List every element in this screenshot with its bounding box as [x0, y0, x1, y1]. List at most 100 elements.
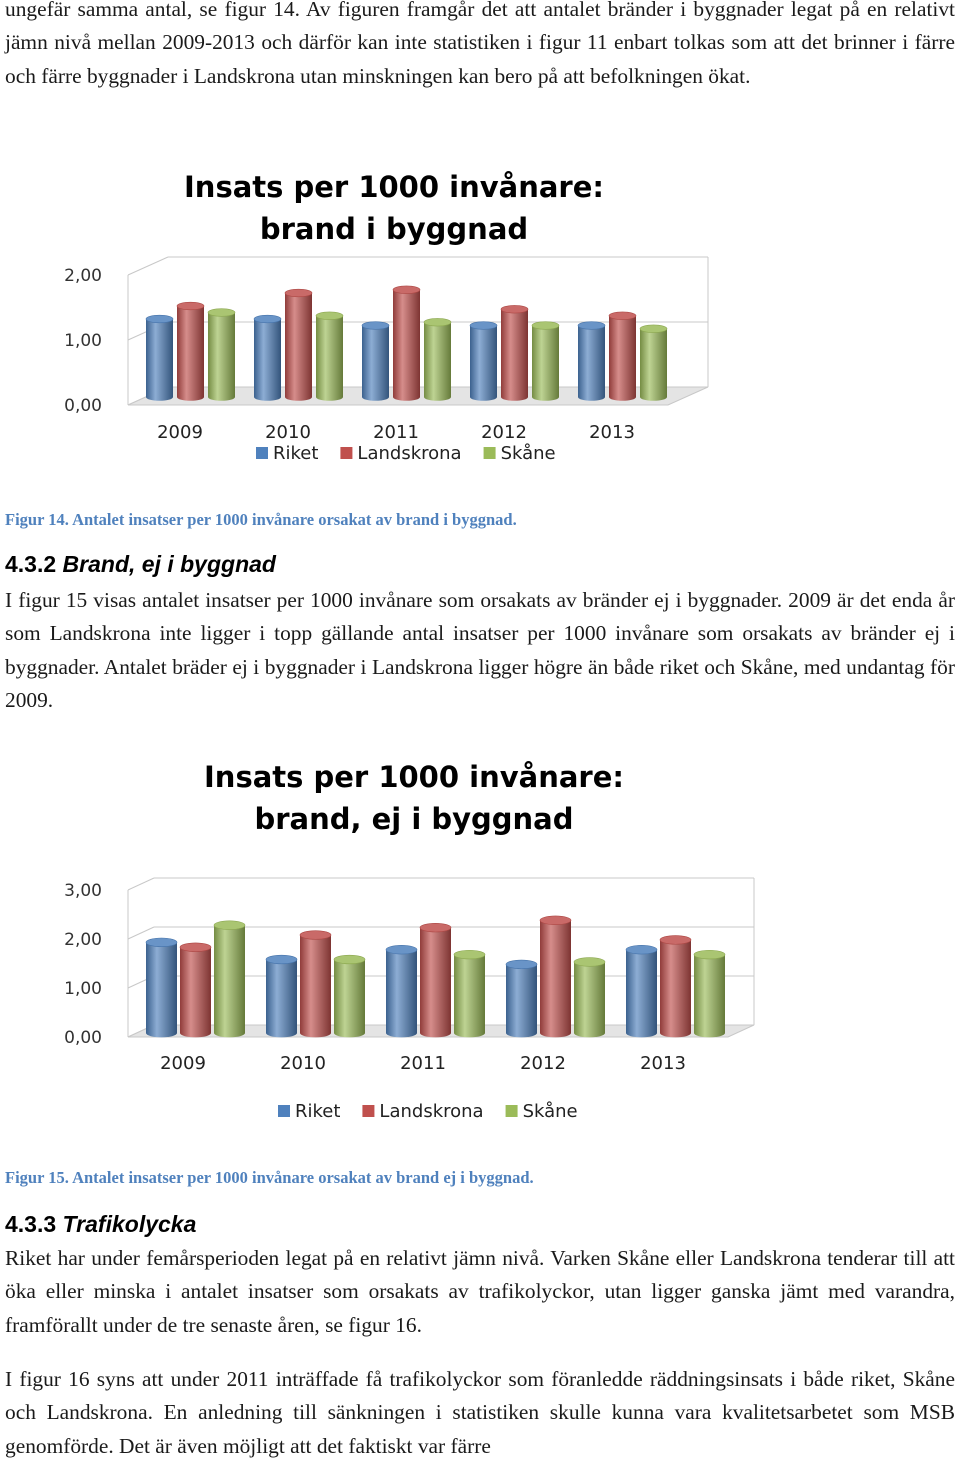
- y-tick-label: 2,00: [64, 930, 102, 950]
- bar-top: [423, 318, 452, 327]
- bar-landskrona-2010: [300, 935, 331, 1038]
- x-tick-label: 2013: [640, 1053, 686, 1074]
- bar-landskrona-2010: [285, 293, 312, 401]
- bar-top: [284, 288, 313, 298]
- x-tick-label: 2011: [400, 1053, 446, 1074]
- bar-riket-2010: [254, 319, 281, 401]
- bar-riket-2012: [506, 964, 537, 1038]
- bar-skåne-2011: [424, 322, 451, 401]
- legend-swatch-skåne: [505, 1105, 518, 1117]
- section-number: 4.3.3: [5, 1211, 57, 1237]
- x-tick-label: 2013: [589, 422, 635, 443]
- chart-brand-i-byggnad-svg: Insats per 1000 invånare: brand i byggnad…: [64, 170, 709, 464]
- bar-top: [505, 959, 538, 970]
- x-tick-label: 2009: [157, 422, 203, 443]
- bar-top: [573, 957, 606, 967]
- bar-landskrona-2013: [609, 315, 636, 401]
- bar-top: [265, 954, 298, 965]
- bar-top: [176, 301, 205, 311]
- bar-landskrona-2013: [659, 939, 691, 1038]
- legend-label-riket: Riket: [295, 1101, 340, 1122]
- x-tick-label: 2012: [520, 1053, 566, 1074]
- section-4-3-2-paragraph: I figur 15 visas antalet insatser per 10…: [5, 588, 955, 713]
- legend-swatch-skåne: [483, 447, 496, 459]
- legend-label-skåne: Skåne: [523, 1101, 578, 1122]
- section-title: Brand, ej i byggnad: [62, 551, 276, 577]
- chart-subtitle: brand i byggnad: [260, 212, 528, 246]
- bar-top: [500, 305, 529, 314]
- bar-riket-2009: [146, 942, 177, 1038]
- bar-top: [659, 935, 692, 945]
- chart-title: Insats per 1000 invånare:: [184, 170, 604, 204]
- y-tick-label: 1,00: [64, 979, 102, 999]
- bar-top: [392, 285, 421, 294]
- legend-swatch-landskrona: [362, 1105, 375, 1117]
- bar-skåne-2013: [694, 954, 725, 1038]
- bar-top: [299, 930, 332, 940]
- section-4-3-3-paragraph-1: Riket har under femårsperioden legat på …: [5, 1246, 955, 1337]
- legend-swatch-landskrona: [340, 447, 353, 459]
- bar-riket-2013: [626, 949, 657, 1038]
- bar-landskrona-2009: [177, 306, 204, 401]
- x-tick-label: 2011: [373, 422, 419, 443]
- y-tick-label: 3,00: [64, 881, 102, 901]
- bar-top: [608, 311, 637, 320]
- bar-skåne-2009: [214, 925, 245, 1038]
- section-heading-4-3-3: 4.3.3 Trafikolycka: [5, 1211, 196, 1238]
- section-title: Trafikolycka: [62, 1211, 197, 1237]
- x-tick-label: 2010: [265, 422, 311, 443]
- bar-top: [333, 954, 366, 965]
- y-tick-label: 0,00: [64, 396, 102, 416]
- bar-riket-2009: [146, 319, 173, 401]
- bar-landskrona-2009: [180, 947, 211, 1038]
- bar-skåne-2012: [574, 961, 605, 1038]
- bar-landskrona-2011: [393, 289, 420, 401]
- bar-top: [253, 314, 282, 324]
- bar-top: [315, 311, 344, 320]
- bar-top: [539, 915, 572, 925]
- bar-riket-2012: [470, 325, 497, 401]
- bar-landskrona-2012: [501, 309, 528, 401]
- gridline-diagonal: [127, 877, 155, 891]
- legend-swatch-riket: [256, 447, 268, 459]
- legend-label-landskrona: Landskrona: [357, 443, 461, 464]
- bar-landskrona-2012: [540, 920, 571, 1038]
- legend-label-landskrona: Landskrona: [379, 1101, 483, 1122]
- bar-top: [207, 308, 236, 317]
- bar-riket-2011: [386, 949, 417, 1038]
- legend-swatch-riket: [278, 1105, 290, 1117]
- bar-skåne-2012: [532, 325, 559, 401]
- y-tick-label: 0,00: [64, 1028, 102, 1048]
- x-tick-label: 2009: [160, 1053, 206, 1074]
- bar-top: [385, 945, 418, 955]
- bar-top: [361, 321, 390, 330]
- bar-top: [453, 949, 486, 960]
- gridline-diagonal: [127, 926, 155, 940]
- bar-top: [577, 321, 606, 330]
- bar-riket-2011: [362, 325, 389, 401]
- bar-top: [419, 923, 452, 933]
- chart-title: Insats per 1000 invånare:: [204, 760, 624, 794]
- bar-top: [639, 324, 668, 333]
- figure-14-caption: Figur 14. Antalet insatser per 1000 invå…: [5, 510, 517, 529]
- figure-15-caption: Figur 15. Antalet insatser per 1000 invå…: [5, 1168, 534, 1187]
- bar-top: [145, 937, 178, 947]
- bar-top: [213, 920, 246, 930]
- x-tick-label: 2012: [481, 422, 527, 443]
- section-number: 4.3.2: [5, 551, 57, 577]
- bar-riket-2013: [578, 325, 605, 401]
- bar-top: [531, 321, 560, 330]
- chart-brand-ej-i-byggnad-svg: Insats per 1000 invånare: brand, ej i byg…: [64, 760, 755, 1122]
- chart-subtitle: brand, ej i byggnad: [254, 802, 573, 836]
- chart-brand-i-byggnad: Insats per 1000 invånare: brand i byggnad…: [0, 160, 760, 480]
- section-heading-4-3-2: 4.3.2 Brand, ej i byggnad: [5, 551, 276, 578]
- chart-brand-ej-i-byggnad: Insats per 1000 invånare: brand, ej i byg…: [0, 750, 780, 1140]
- legend-label-riket: Riket: [273, 443, 318, 464]
- bar-landskrona-2011: [420, 927, 451, 1038]
- y-tick-label: 1,00: [64, 331, 102, 351]
- legend-label-skåne: Skåne: [501, 443, 556, 464]
- y-tick-label: 2,00: [64, 266, 102, 286]
- bar-skåne-2013: [640, 328, 667, 401]
- bar-skåne-2010: [334, 959, 365, 1038]
- bar-top: [179, 942, 212, 952]
